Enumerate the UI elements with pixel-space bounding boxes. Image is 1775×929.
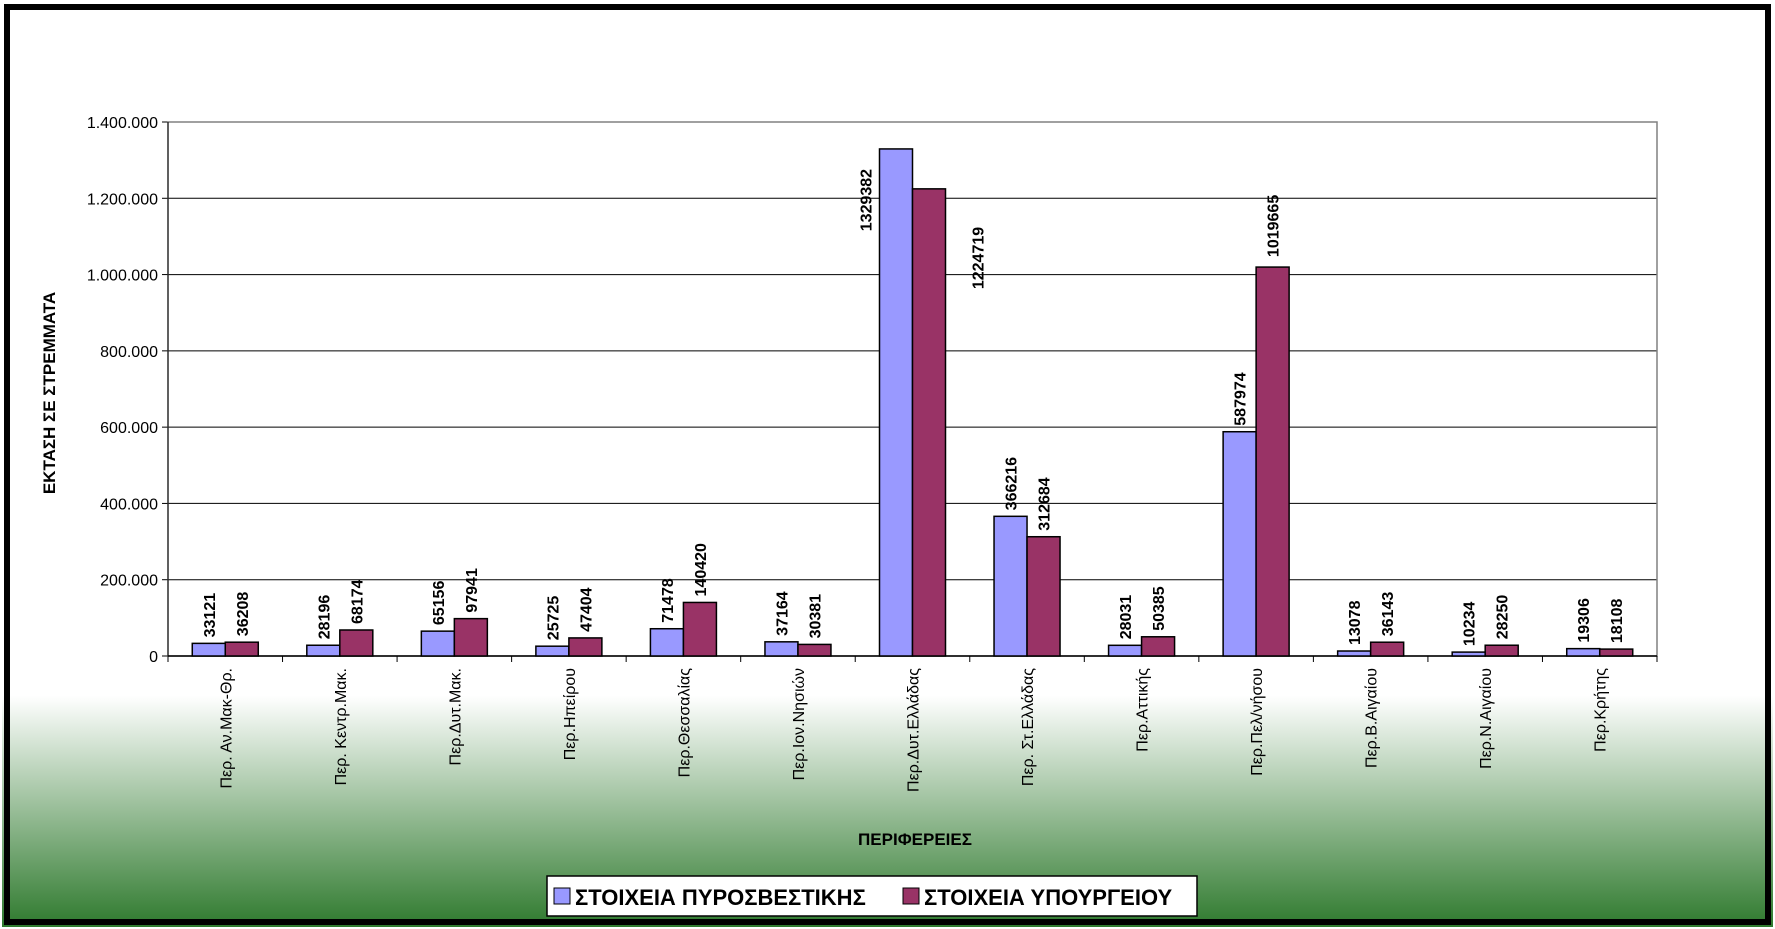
bar-value-label: 37164 bbox=[774, 591, 791, 636]
x-tick-label: Περ. Αν.Μακ-Θρ. bbox=[218, 668, 235, 789]
x-tick-label: Περ.Κρήτης bbox=[1593, 668, 1610, 752]
x-tick-label: Περ. Στ.Ελλάδας bbox=[1020, 668, 1037, 786]
y-tick-label: 1.400.000 bbox=[87, 115, 158, 132]
bar bbox=[1598, 648, 1634, 657]
bar-value-label: 18108 bbox=[1609, 598, 1626, 643]
bar bbox=[339, 629, 374, 657]
y-axis-title: ΕΚΤΑΣΗ ΣΕ ΣΤΡΕΜΜΑΤΑ bbox=[40, 292, 59, 494]
chart-border bbox=[4, 4, 1771, 925]
bar bbox=[420, 630, 456, 657]
bar-value-label: 47404 bbox=[578, 587, 595, 632]
bar bbox=[911, 188, 947, 657]
x-tick-label: Περ.Πελ/νήσου bbox=[1249, 668, 1266, 776]
bar-value-label: 140420 bbox=[693, 543, 710, 596]
y-tick-label: 200.000 bbox=[100, 573, 158, 590]
bar-value-label: 587974 bbox=[1233, 372, 1250, 425]
x-tick-label: Περ.Ν.Αιγαίου bbox=[1478, 668, 1495, 769]
legend-swatch-1 bbox=[553, 887, 571, 905]
bar bbox=[1140, 636, 1176, 657]
bar-value-label: 1329382 bbox=[859, 169, 876, 231]
y-tick-label: 1.000.000 bbox=[87, 268, 158, 285]
bar bbox=[1484, 644, 1519, 657]
bar bbox=[453, 617, 489, 657]
bar-value-label: 13078 bbox=[1347, 600, 1364, 645]
legend-label-1: ΣΤΟΙΧΕΙΑ ΠΥΡΟΣΒΕΣΤΙΚΗΣ bbox=[575, 885, 866, 910]
bar bbox=[993, 515, 1028, 657]
bar bbox=[649, 627, 685, 657]
x-tick-label: Περ.Δυτ.Μακ. bbox=[447, 668, 464, 765]
plot-area: 0 200.000 400.000 600.000 800.000 1.000.000 1.… bbox=[87, 115, 1658, 792]
bar bbox=[1369, 641, 1405, 657]
bar bbox=[682, 601, 718, 657]
bar bbox=[1222, 430, 1257, 657]
bar bbox=[1107, 644, 1143, 657]
y-tick-label: 800.000 bbox=[100, 344, 158, 361]
bar-value-label: 50385 bbox=[1151, 586, 1168, 631]
x-tick-label: Περ.Β.Αιγαίου bbox=[1364, 668, 1381, 768]
x-tick-label: Περ. Κεντρ.Μακ. bbox=[333, 668, 350, 785]
x-tick-label: Περ.Ιον.Νησιών bbox=[791, 668, 808, 780]
bar-value-label: 30381 bbox=[807, 594, 824, 639]
bar bbox=[797, 643, 832, 657]
bar-value-label: 366216 bbox=[1004, 457, 1021, 510]
x-tick-label: Περ.Θεσσαλίας bbox=[676, 668, 693, 778]
bar-value-label: 10234 bbox=[1462, 602, 1479, 647]
bar-value-label: 1019665 bbox=[1266, 195, 1283, 257]
bar-value-label: 19306 bbox=[1576, 598, 1593, 643]
bar-value-label: 97941 bbox=[464, 568, 481, 613]
bar bbox=[878, 148, 914, 657]
bar-value-label: 33121 bbox=[202, 593, 219, 638]
bar-value-label: 28031 bbox=[1118, 595, 1135, 640]
bar bbox=[1026, 535, 1061, 657]
bar-value-label: 36143 bbox=[1380, 592, 1397, 637]
legend-box bbox=[546, 875, 1198, 917]
bar-value-label: 25725 bbox=[545, 596, 562, 641]
bar bbox=[568, 637, 603, 657]
bar-value-label: 312684 bbox=[1037, 477, 1054, 530]
bar-value-label: 36208 bbox=[235, 592, 252, 637]
bar bbox=[306, 644, 341, 657]
y-tick-label: 0 bbox=[149, 649, 158, 666]
x-tick-label: Περ.Δυτ.Ελλάδας bbox=[906, 668, 923, 792]
bar-value-label: 28196 bbox=[316, 595, 333, 640]
bar-value-label: 28250 bbox=[1495, 595, 1512, 640]
bar-value-label: 71478 bbox=[660, 578, 677, 623]
bar bbox=[535, 645, 570, 657]
bar bbox=[224, 641, 260, 657]
bar bbox=[1336, 650, 1372, 657]
x-tick-label: Περ.Αττικής bbox=[1135, 668, 1152, 752]
bar bbox=[764, 641, 799, 657]
x-tick-label: Περ.Ηπείρου bbox=[562, 668, 579, 760]
y-tick-label: 400.000 bbox=[100, 496, 158, 513]
bar-value-label: 65156 bbox=[431, 581, 448, 626]
bar bbox=[1451, 651, 1486, 657]
bar bbox=[1565, 647, 1601, 657]
legend-label-2: ΣΤΟΙΧΕΙΑ ΥΠΟΥΡΓΕΙΟΥ bbox=[924, 885, 1172, 910]
y-tick-label: 1.200.000 bbox=[87, 191, 158, 208]
legend: ΣΤΟΙΧΕΙΑ ΠΥΡΟΣΒΕΣΤΙΚΗΣ ΣΤΟΙΧΕΙΑ ΥΠΟΥΡΓΕΙ… bbox=[546, 875, 1198, 917]
x-axis-title: ΠΕΡΙΦΕΡΕΙΕΣ bbox=[858, 830, 972, 849]
bar bbox=[1255, 266, 1290, 657]
bar-value-label: 1224719 bbox=[971, 227, 988, 289]
legend-swatch-2 bbox=[902, 887, 920, 905]
y-tick-label: 600.000 bbox=[100, 420, 158, 437]
bar-value-label: 68174 bbox=[349, 579, 366, 624]
bar bbox=[191, 642, 227, 657]
